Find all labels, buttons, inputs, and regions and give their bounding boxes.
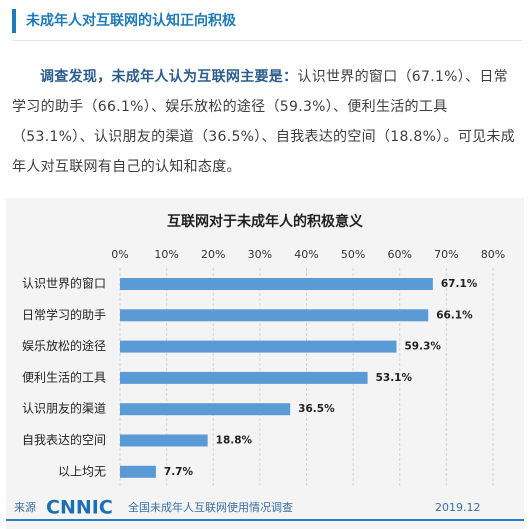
y-tick-label: 自我表达的空间 xyxy=(22,432,106,447)
chart-title: 互联网对于未成年人的积极意义 xyxy=(167,213,363,230)
y-tick-label: 娱乐放松的途径 xyxy=(22,338,106,353)
x-tick-label: 20% xyxy=(201,248,225,261)
chart: 互联网对于未成年人的积极意义 0% 10% 20% 30% 40% 50% 60% 70% 80… xyxy=(6,198,524,529)
data-label: 67.1% xyxy=(441,278,478,290)
data-label: 53.1% xyxy=(376,372,413,384)
data-label: 59.3% xyxy=(404,341,441,353)
y-tick-label: 日常学习的助手 xyxy=(22,307,106,322)
source-date: 2019.12 xyxy=(435,501,481,514)
bar xyxy=(120,309,429,322)
y-tick-label: 认识世界的窗口 xyxy=(22,276,106,291)
lead-text: 调查发现，未成年人认为互联网主要是： xyxy=(40,69,298,85)
data-label: 18.8% xyxy=(216,435,253,447)
x-tick-label: 50% xyxy=(341,248,365,261)
bar xyxy=(120,371,368,384)
data-label: 36.5% xyxy=(298,403,335,415)
bar xyxy=(120,340,397,353)
bar xyxy=(120,278,433,290)
x-tick-label: 60% xyxy=(388,248,412,261)
x-tick-label: 30% xyxy=(248,248,272,261)
y-tick-label: 以上均无 xyxy=(58,464,106,478)
section-title: 未成年人对互联网的认知正向积极 xyxy=(12,9,236,33)
y-tick-label: 认识朋友的渠道 xyxy=(22,401,106,416)
body-text: 认识世界的窗口（67.1%）、日常学习的助手（66.1%）、娱乐放松的途径（59… xyxy=(12,69,516,175)
x-tick-label: 40% xyxy=(294,248,318,261)
source-logo: CNNIC xyxy=(46,497,113,519)
bar xyxy=(120,465,156,478)
x-tick-label: 10% xyxy=(154,248,178,261)
bar xyxy=(120,403,291,416)
bar xyxy=(120,434,208,447)
divider xyxy=(12,40,522,41)
data-label: 66.1% xyxy=(436,309,473,321)
paragraph: 调查发现，未成年人认为互联网主要是：认识世界的窗口（67.1%）、日常学习的助手… xyxy=(12,62,520,182)
x-tick-label: 80% xyxy=(481,248,505,261)
source-text: 全国未成年人互联网使用情况调查 xyxy=(128,500,293,514)
y-tick-label: 便利生活的工具 xyxy=(22,369,106,384)
data-label: 7.7% xyxy=(164,466,194,478)
x-tick-label: 0% xyxy=(111,248,128,261)
source-prefix: 来源 xyxy=(14,500,36,514)
chart-background xyxy=(6,198,524,529)
x-tick-label: 70% xyxy=(434,248,458,261)
